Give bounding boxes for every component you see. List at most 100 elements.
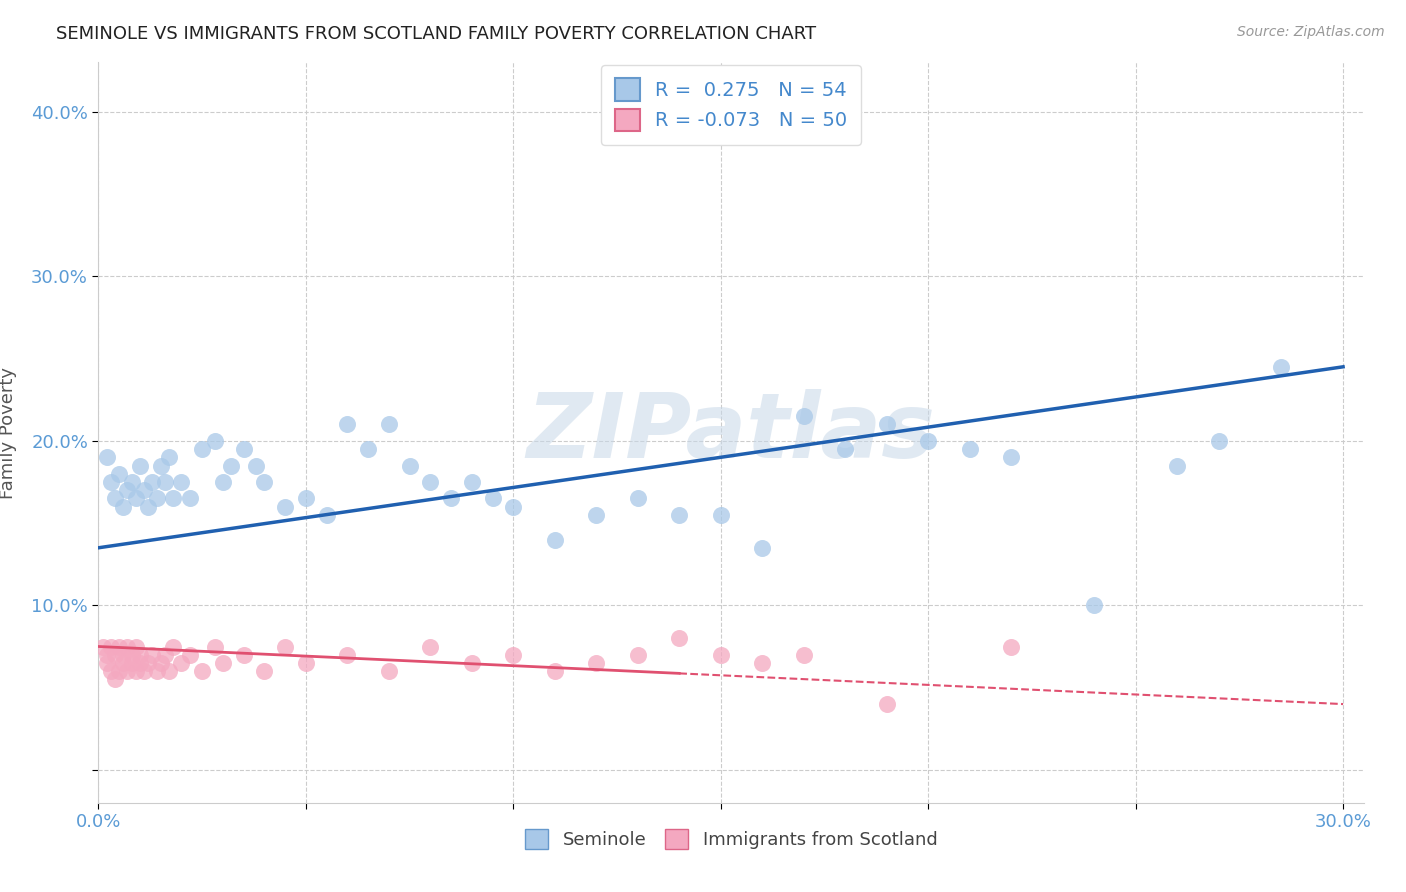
Point [336,417,359,432]
Point [112,648,135,662]
Text: Source: ZipAtlas.com: Source: ZipAtlas.com [1237,25,1385,39]
Point [104,673,127,687]
Point [336,648,359,662]
Point [141,648,163,662]
Point [668,632,690,646]
Point [191,442,214,456]
Point [585,508,607,522]
Point [232,442,254,456]
Point [125,664,148,678]
Point [179,491,201,506]
Point [1000,640,1022,654]
Point [149,656,172,670]
Point [96,450,118,465]
Text: SEMINOLE VS IMMIGRANTS FROM SCOTLAND FAMILY POVERTY CORRELATION CHART: SEMINOLE VS IMMIGRANTS FROM SCOTLAND FAM… [56,25,817,43]
Point [378,664,401,678]
Point [212,656,235,670]
Point [959,442,981,456]
Point [585,656,607,670]
Point [461,475,484,489]
Point [1166,458,1188,473]
Point [132,483,155,498]
Point [100,664,122,678]
Point [834,442,856,456]
Point [295,491,318,506]
Point [245,458,267,473]
Point [129,458,152,473]
Point [100,475,122,489]
Point [710,648,733,662]
Point [162,491,184,506]
Point [232,648,254,662]
Point [112,656,135,670]
Point [274,500,297,514]
Point [544,664,567,678]
Point [253,664,276,678]
Point [668,508,690,522]
Point [398,458,420,473]
Point [751,541,773,555]
Point [121,656,143,670]
Point [170,656,193,670]
Point [876,417,898,432]
Point [129,656,152,670]
Point [1270,359,1292,374]
Point [91,640,114,654]
Point [191,664,214,678]
Point [136,500,159,514]
Point [440,491,463,506]
Point [141,475,163,489]
Point [204,434,226,448]
Point [461,656,484,670]
Point [502,648,524,662]
Point [136,656,159,670]
Point [117,640,139,654]
Point [121,648,143,662]
Point [357,442,380,456]
Point [876,697,898,711]
Point [100,640,122,654]
Point [162,640,184,654]
Point [157,664,180,678]
Point [112,500,135,514]
Point [295,656,318,670]
Point [544,533,567,547]
Point [125,491,148,506]
Point [627,491,650,506]
Point [419,475,441,489]
Point [145,491,167,506]
Point [132,664,155,678]
Y-axis label: Family Poverty: Family Poverty [0,367,17,499]
Point [751,656,773,670]
Point [710,508,733,522]
Point [170,475,193,489]
Point [204,640,226,654]
Point [502,500,524,514]
Point [179,648,201,662]
Point [917,434,939,448]
Point [153,648,176,662]
Point [157,450,180,465]
Point [96,648,118,662]
Point [793,409,815,424]
Point [108,640,131,654]
Point [212,475,235,489]
Point [129,648,152,662]
Point [1083,599,1105,613]
Point [149,458,172,473]
Point [121,475,143,489]
Point [104,648,127,662]
Text: ZIPatlas: ZIPatlas [527,389,935,476]
Point [253,475,276,489]
Point [153,475,176,489]
Point [117,483,139,498]
Point [145,664,167,678]
Point [108,664,131,678]
Point [219,458,242,473]
Point [627,648,650,662]
Point [315,508,337,522]
Point [125,640,148,654]
Point [378,417,401,432]
Point [481,491,503,506]
Point [793,648,815,662]
